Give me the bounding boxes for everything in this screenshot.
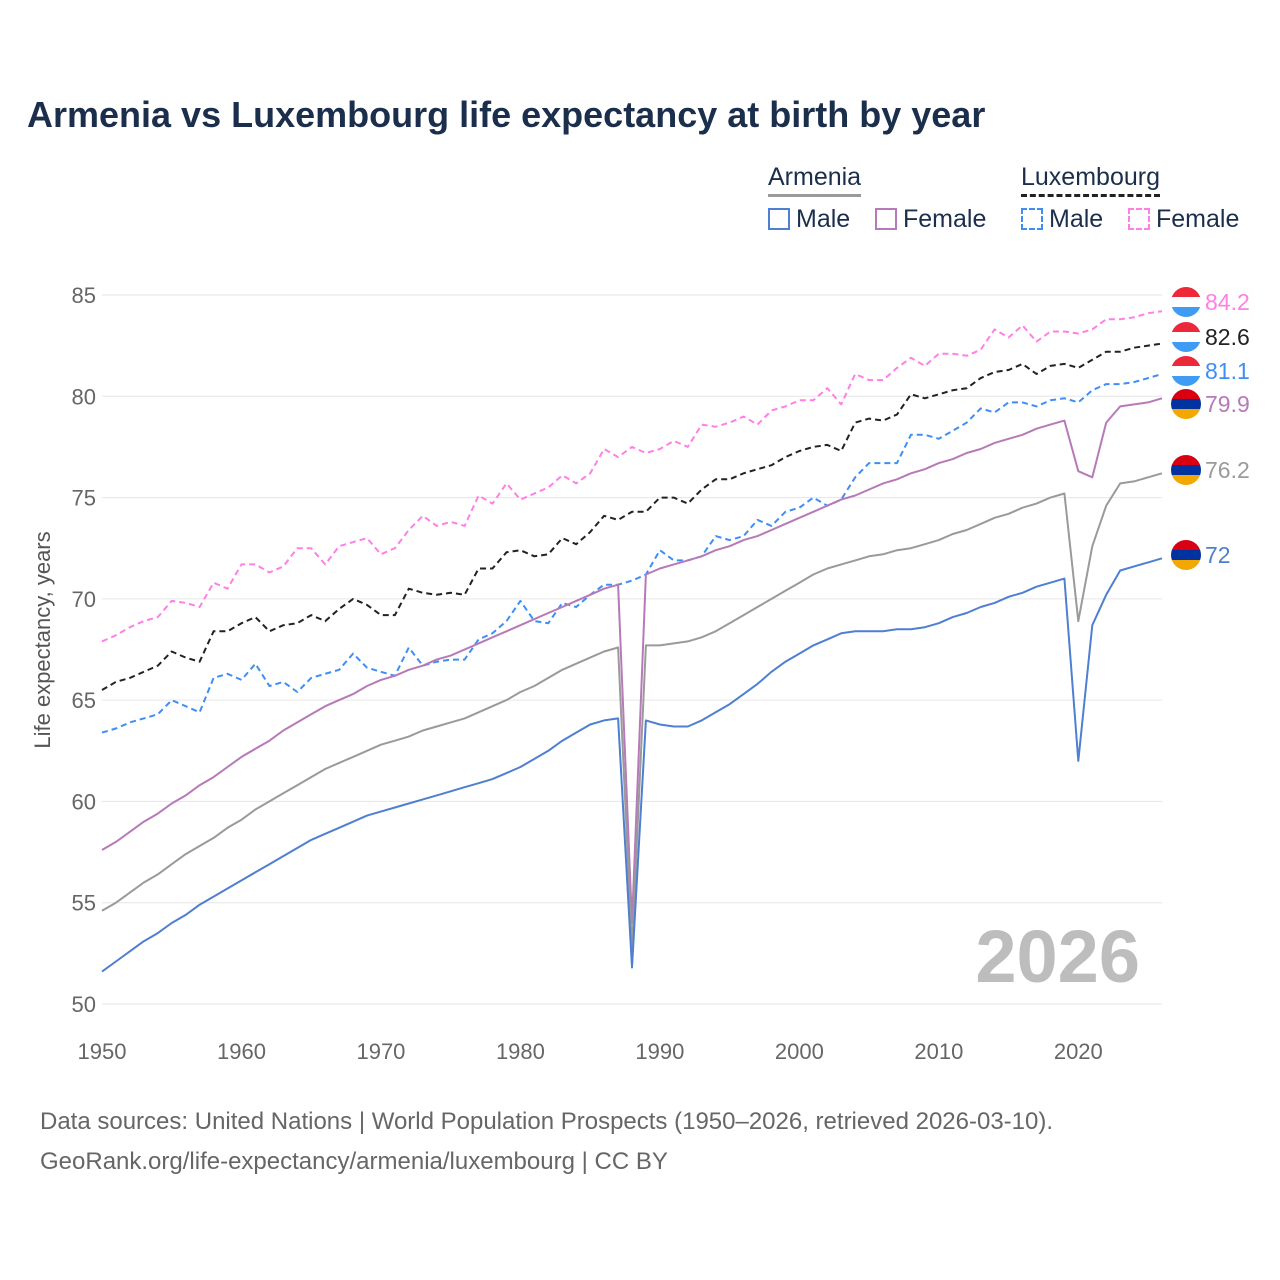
legend-luxembourg-header: Luxembourg [1021, 163, 1160, 197]
end-value-label: 81.1 [1205, 358, 1250, 384]
flag-stripe [1171, 366, 1201, 377]
flag-stripe [1171, 409, 1201, 419]
flag-stripe [1171, 356, 1201, 367]
x-tick-label: 2010 [914, 1039, 963, 1064]
legend-label: Female [903, 205, 987, 233]
footer-link[interactable]: GeoRank.org/life-expectancy/armenia/luxe… [40, 1148, 668, 1175]
legend-swatch [1128, 208, 1150, 230]
legend-luxembourg-male[interactable]: Male [1021, 205, 1103, 234]
flag-stripe [1171, 475, 1201, 485]
flag-stripe [1171, 455, 1201, 466]
flag-stripe [1171, 465, 1201, 476]
legend-armenia-female[interactable]: Female [875, 205, 986, 234]
year-watermark: 2026 [975, 915, 1140, 998]
footer-sources: Data sources: United Nations | World Pop… [40, 1108, 1054, 1135]
flag-stripe [1171, 322, 1201, 333]
legend-luxembourg-female[interactable]: Female [1128, 205, 1239, 234]
legend-armenia-header: Armenia [768, 163, 862, 197]
series-line-luxembourg-male [101, 373, 1163, 734]
y-tick-label: 85 [72, 283, 96, 308]
x-tick-label: 2020 [1054, 1039, 1103, 1064]
flag-stripe [1171, 342, 1201, 352]
x-tick-label: 1980 [496, 1039, 545, 1064]
flag-stripe [1171, 332, 1201, 343]
x-tick-label: 1970 [356, 1039, 405, 1064]
series-line-armenia [101, 472, 1163, 951]
luxembourg-flag-icon [1171, 356, 1201, 386]
end-value-label: 84.2 [1205, 289, 1250, 315]
y-tick-label: 55 [72, 891, 96, 916]
y-tick-label: 65 [72, 688, 96, 713]
x-tick-label: 1950 [78, 1039, 127, 1064]
flag-stripe [1171, 376, 1201, 386]
luxembourg-flag-icon [1171, 322, 1201, 352]
flag-stripe [1171, 560, 1201, 570]
legend-label: Female [1156, 205, 1240, 233]
end-value-label: 79.9 [1205, 391, 1250, 417]
x-tick-label: 1960 [217, 1039, 266, 1064]
legend-swatch [768, 208, 790, 230]
flag-stripe [1171, 399, 1201, 410]
y-tick-label: 60 [72, 789, 96, 814]
flag-stripe [1171, 540, 1201, 551]
series-line-armenia-female [101, 397, 1163, 924]
flag-stripe [1171, 287, 1201, 298]
legend-swatch [1021, 208, 1043, 230]
x-tick-label: 1990 [635, 1039, 684, 1064]
legend-label: Male [1049, 205, 1104, 233]
armenia-flag-icon [1171, 389, 1201, 419]
y-tick-label: 75 [72, 486, 96, 511]
y-tick-label: 80 [72, 384, 96, 409]
x-tick-label: 2000 [775, 1039, 824, 1064]
legend-armenia-male[interactable]: Male [768, 205, 850, 234]
armenia-flag-icon [1171, 540, 1201, 570]
flag-stripe [1171, 389, 1201, 400]
flag-stripe [1171, 297, 1201, 308]
y-tick-label: 70 [72, 587, 96, 612]
series-line-luxembourg-female [101, 310, 1163, 643]
flag-stripe [1171, 550, 1201, 561]
series-line-luxembourg [101, 342, 1163, 691]
chart-title: Armenia vs Luxembourg life expectancy at… [27, 94, 986, 135]
y-axis-label: Life expectancy, years [30, 531, 55, 748]
end-value-label: 76.2 [1205, 457, 1250, 483]
legend-label: Male [796, 205, 851, 233]
end-value-label: 82.6 [1205, 324, 1250, 350]
series-line-armenia-male [101, 557, 1163, 973]
flag-stripe [1171, 307, 1201, 317]
luxembourg-flag-icon [1171, 287, 1201, 317]
armenia-flag-icon [1171, 455, 1201, 485]
y-tick-label: 50 [72, 992, 96, 1017]
legend-swatch [875, 208, 897, 230]
end-value-label: 72 [1205, 542, 1231, 568]
